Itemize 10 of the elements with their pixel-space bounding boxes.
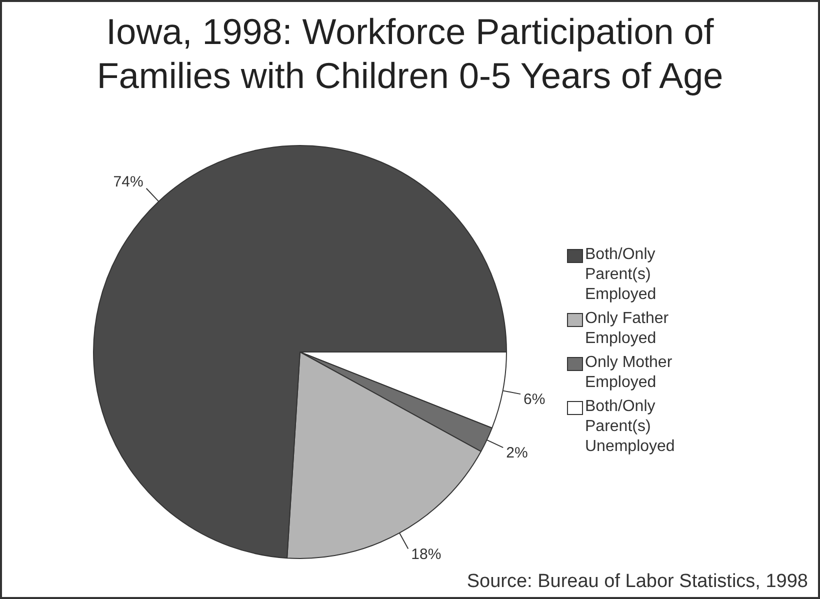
data-label: 74% bbox=[113, 173, 144, 190]
data-label: 2% bbox=[506, 444, 528, 462]
legend-label: Both/Only Parent(s) Unemployed bbox=[585, 397, 676, 457]
data-label: 18% bbox=[411, 546, 442, 563]
chart-title: Iowa, 1998: Workforce Participation of Families with Children 0-5 Years of Age bbox=[96, 10, 724, 98]
legend-label: Only Father Employed bbox=[585, 309, 670, 349]
legend-label: Both/Only Parent(s) Employed bbox=[585, 245, 658, 305]
data-label: 6% bbox=[524, 391, 546, 408]
source-note: Source: Bureau of Labor Statistics, 1998 bbox=[466, 571, 808, 593]
legend-label: Only Mother Employed bbox=[585, 353, 674, 393]
